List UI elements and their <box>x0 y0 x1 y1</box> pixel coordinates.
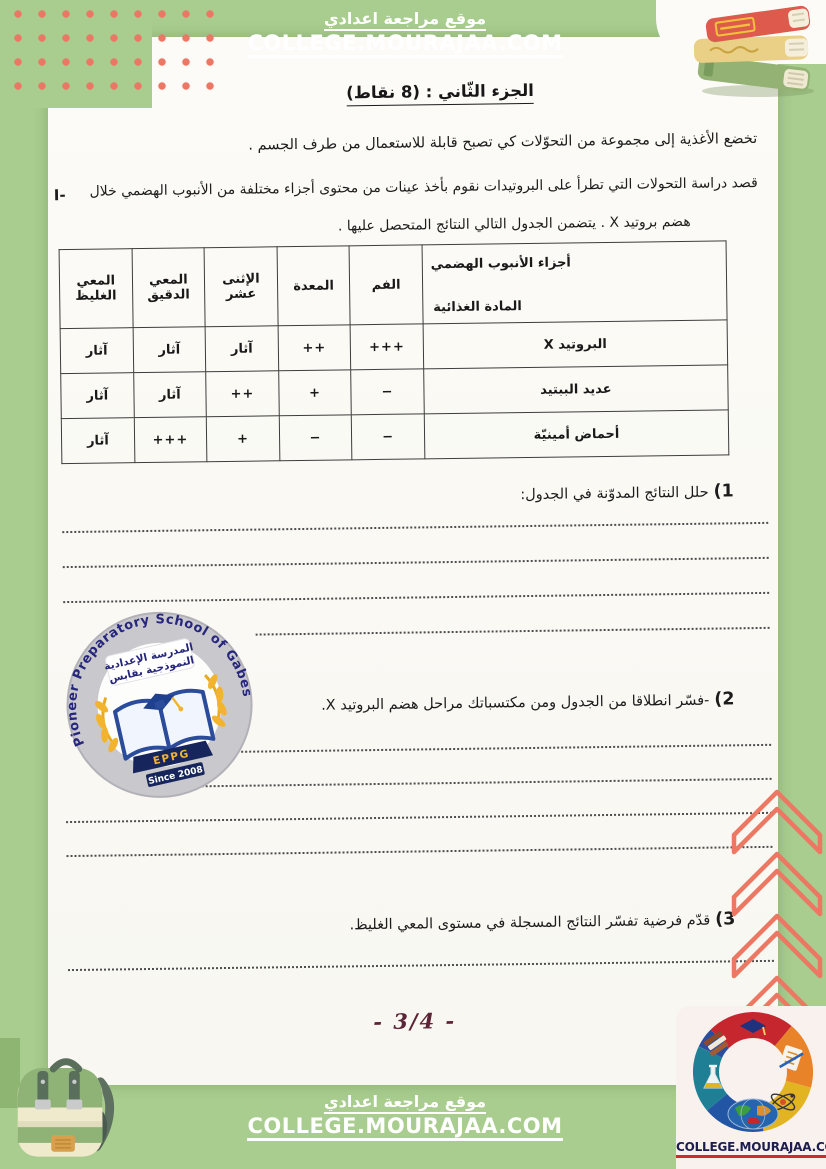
question-3: 3)قدّم فرضية تفسّر النتائج المسجلة في مس… <box>349 909 736 934</box>
dot-grid-decoration <box>2 0 216 104</box>
notepad-icon <box>779 1045 804 1071</box>
column-header: المعي الدقيق <box>131 247 206 328</box>
answer-dotted-line <box>66 845 773 858</box>
backpack-illustration <box>17 1058 115 1157</box>
answer-dotted-line <box>62 521 769 534</box>
table-cell: +++ <box>133 416 208 463</box>
exercise-text-line2: هضم بروتيد X . يتضمن الجدول التالي النتا… <box>337 213 691 235</box>
row-label: البروتيد X <box>422 319 728 369</box>
exam-part-title: الجزء الثّاني : (8 نقاط) <box>332 80 547 107</box>
site-name-arabic: موقع مراجعة اعدادي <box>323 9 487 31</box>
column-header: الفم <box>349 244 423 325</box>
answer-dotted-line <box>62 556 769 569</box>
column-header: الإثنى عشر <box>204 246 278 327</box>
red-book <box>705 5 811 43</box>
laurel-right <box>203 674 227 727</box>
books-stack-illustration <box>693 5 814 97</box>
graduation-cap-icon <box>740 1019 766 1036</box>
site-domain: COLLEGE.MOURAJAA.COM <box>247 31 563 58</box>
table-cell: آثار <box>133 371 207 418</box>
table-cell: آثار <box>205 325 279 372</box>
table-header-row: أجزاء الأنبوب الهضمي المادة الغذائية الف… <box>59 240 728 329</box>
table-cell: + <box>206 415 280 462</box>
answer-dotted-line <box>193 777 772 788</box>
site-footer: موقع مراجعة اعدادي COLLEGE.MOURAJAA.COM <box>45 1092 765 1141</box>
school-logo: Pioneer Preparatory School of Gabes <box>63 609 256 798</box>
books-icon <box>703 1031 729 1057</box>
table-cell: +++ <box>350 323 424 370</box>
column-header: المعدة <box>276 245 351 326</box>
table-cell: آثار <box>61 417 135 464</box>
brand-domain: COLLEGE.MOURAJAA.COM <box>676 1136 826 1158</box>
results-table: أجزاء الأنبوب الهضمي المادة الغذائية الف… <box>59 240 730 464</box>
graduation-cap-icon <box>143 693 184 712</box>
corner-strip <box>0 1038 20 1108</box>
table-cell: + <box>278 369 352 416</box>
answer-dotted-line <box>255 626 770 636</box>
site-header: موقع مراجعة اعدادي COLLEGE.MOURAJAA.COM <box>45 9 765 58</box>
question-2: 2)-فسّر انطلاقا من الجدول ومن مكتسباتك م… <box>321 689 735 714</box>
answer-dotted-line <box>66 811 773 824</box>
table-cell: − <box>350 368 425 415</box>
intro-paragraph: تخضع الأغذية إلى مجموعة من التحوّلات كي … <box>248 130 758 154</box>
exercise-text-line1: قصد دراسة التحولات التي تطرأ على البروتي… <box>89 174 758 200</box>
flask-icon <box>703 1064 723 1089</box>
table-corner-cell: أجزاء الأنبوب الهضمي المادة الغذائية <box>421 240 728 324</box>
exam-paper: الجزء الثّاني : (8 نقاط) تخضع الأغذية إل… <box>48 37 778 1085</box>
table-cell: − <box>351 413 425 460</box>
column-header: المعي الغليظ <box>59 248 133 329</box>
eppg-ribbon <box>133 740 214 774</box>
answer-dotted-line <box>68 959 774 972</box>
laurel-left <box>94 697 119 753</box>
since-ribbon <box>146 762 205 787</box>
row-label: عديد الببتيد <box>423 364 729 414</box>
table-cell: آثار <box>132 326 206 373</box>
answer-dotted-line <box>197 743 772 754</box>
green-book <box>697 55 811 92</box>
table-cell: ++ <box>277 324 351 371</box>
education-ring-logo <box>693 1012 813 1132</box>
world-map-icon <box>727 1098 779 1130</box>
site-name-arabic: موقع مراجعة اعدادي <box>323 1092 487 1114</box>
table-cell: آثار <box>60 327 134 374</box>
yellow-book <box>693 35 809 63</box>
table-cell: ++ <box>205 370 279 417</box>
table-cell: آثار <box>60 372 134 419</box>
section-marker: I- <box>53 186 66 205</box>
row-label: أحماض أمينيّة <box>424 409 729 459</box>
question-1: 1)حلل النتائج المدوّنة في الجدول: <box>520 481 734 504</box>
table-cell: − <box>278 414 353 461</box>
corner-label-columns: أجزاء الأنبوب الهضمي <box>430 255 571 273</box>
page-number: - 3/4 - <box>373 1008 457 1035</box>
site-domain: COLLEGE.MOURAJAA.COM <box>247 1114 563 1141</box>
corner-label-rows: المادة الغذائية <box>433 299 522 316</box>
answer-dotted-line <box>63 591 770 604</box>
table-row: أحماض أمينيّة − − + +++ آثار <box>61 409 729 464</box>
